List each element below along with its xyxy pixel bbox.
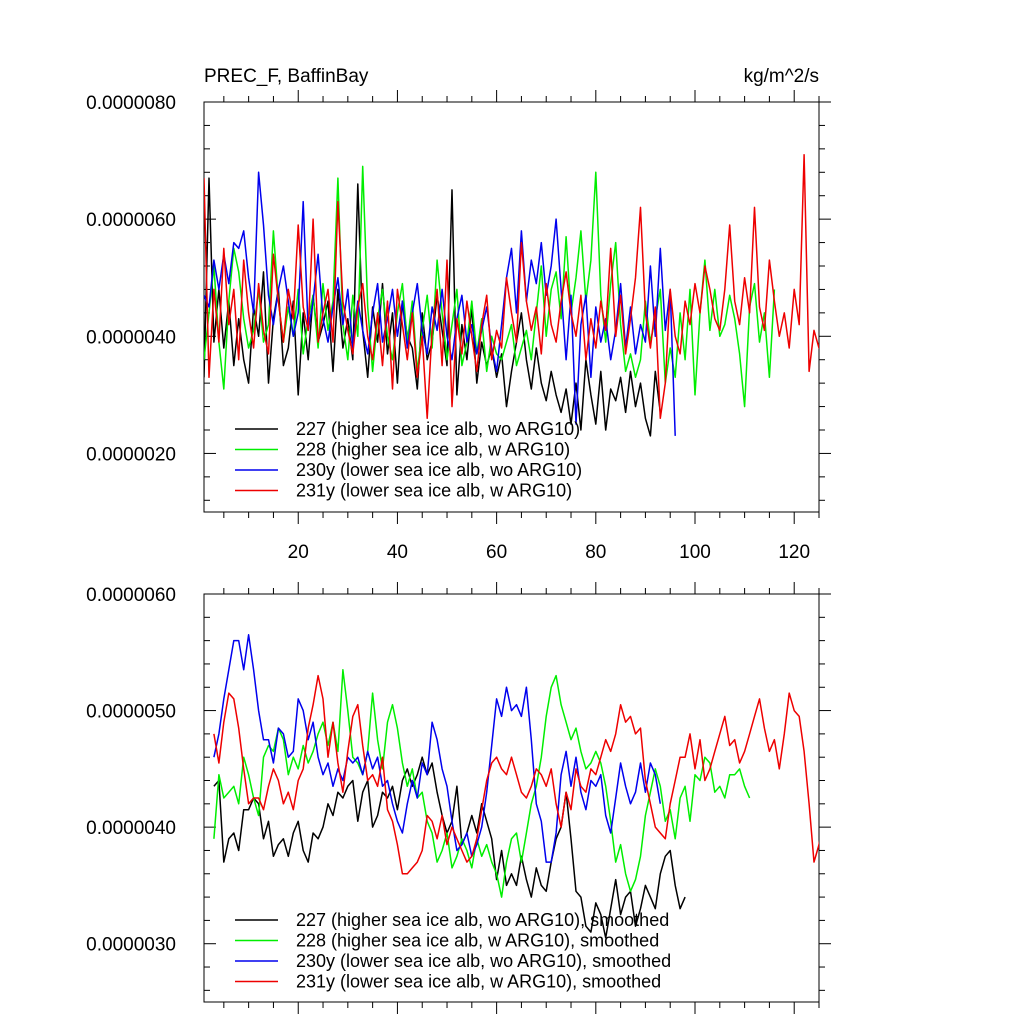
y-tick-label: 0.0000040 (86, 818, 176, 839)
series-line (213, 634, 662, 863)
series-line (204, 165, 776, 408)
x-tick-label: 120 (778, 542, 810, 563)
legend-label: 228 (higher sea ice alb, w ARG10), smoot… (296, 931, 659, 951)
y-tick-label: 0.0000060 (86, 585, 176, 606)
chart-2-panel: 0.0000030 0.0000040 0.0000050 0.0000060 227 … (86, 582, 831, 1014)
y-tick-label: 0.0000020 (86, 444, 176, 465)
legend-label: 231y (lower sea ice alb, w ARG10) (296, 481, 572, 501)
series-line (213, 674, 819, 875)
series-line (213, 669, 751, 898)
legend-label: 227 (higher sea ice alb, wo ARG10), smoo… (296, 910, 669, 930)
x-tick-label: 60 (486, 542, 507, 563)
x-tick-label: 100 (679, 542, 711, 563)
plot-frame (203, 101, 820, 513)
legend-label: 227 (higher sea ice alb, wo ARG10) (296, 419, 580, 439)
legend-label: 231y (lower sea ice alb, w ARG10), smoot… (296, 972, 661, 992)
x-tick-label: 20 (288, 542, 309, 563)
legend-label: 230y (lower sea ice alb, wo ARG10) (296, 460, 582, 480)
chart-1-panel: 0.0000020 0.0000040 0.0000060 0.0000080 20 40… (86, 90, 831, 563)
y-tick-label: 0.0000080 (86, 93, 176, 114)
legend-label: 230y (lower sea ice alb, wo ARG10), smoo… (296, 951, 671, 971)
y-tick-label: 0.0000030 (86, 935, 176, 956)
chart-1-title: PREC_F, BaffinBay (204, 66, 369, 87)
y-tick-label: 0.0000060 (86, 210, 176, 231)
y-tick-label: 0.0000040 (86, 327, 176, 348)
chart-1-units: kg/m^2/s (744, 66, 819, 87)
x-tick-label: 80 (585, 542, 606, 563)
series-line (213, 756, 686, 939)
series-line (204, 171, 676, 436)
x-tick-label: 40 (387, 542, 408, 563)
plot-frame (203, 593, 820, 1003)
y-tick-label: 0.0000050 (86, 702, 176, 723)
series-line (204, 153, 819, 420)
legend-label: 228 (higher sea ice alb, w ARG10) (296, 440, 570, 460)
